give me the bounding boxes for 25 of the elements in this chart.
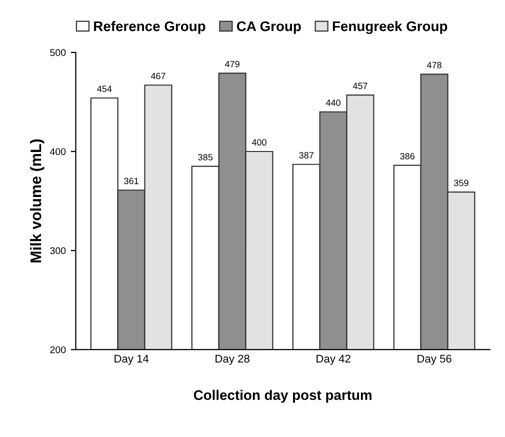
data-label: 479 (224, 60, 240, 68)
data-label: 440 (326, 100, 340, 106)
legend-label: CA Group (236, 21, 301, 34)
y-tick-label: 500 (50, 49, 66, 56)
legend-label: Fenugreek Group (332, 20, 448, 34)
data-label: 478 (426, 62, 442, 68)
data-label: 454 (97, 86, 112, 92)
x-axis-title: Collection day post partum (194, 390, 372, 403)
y-tick-label: 300 (50, 247, 66, 254)
x-tick-label: Day 56 (418, 354, 452, 365)
data-label: 387 (299, 152, 314, 158)
legend-label: Reference Group (94, 20, 206, 34)
data-label: 359 (454, 180, 468, 186)
y-tick-label: 200 (50, 346, 66, 354)
data-label: 457 (352, 82, 368, 90)
y-tick-label: 400 (50, 148, 66, 156)
x-tick-label: Day 14 (114, 354, 149, 365)
x-tick-label: Day 42 (316, 354, 350, 365)
x-tick-label: Day 28 (216, 354, 250, 365)
data-label: 400 (252, 139, 266, 146)
data-label: 467 (150, 72, 166, 80)
data-label: 386 (400, 153, 414, 160)
y-axis-title: Milk volume (mL) (30, 139, 44, 262)
data-label: 361 (124, 178, 138, 184)
data-label: 385 (198, 154, 213, 160)
